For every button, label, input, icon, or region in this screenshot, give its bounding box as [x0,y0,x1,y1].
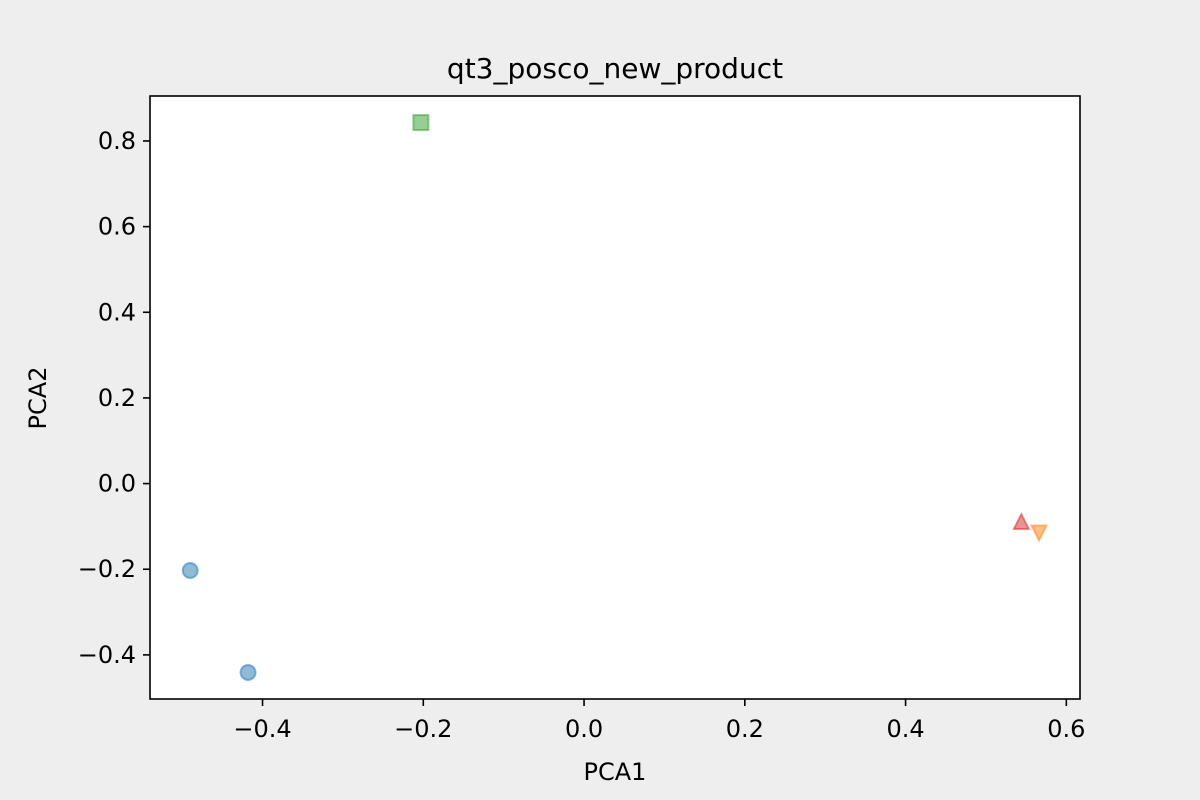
plot-area [150,96,1080,699]
data-point-triangle-up [1012,511,1031,531]
x-tick-label: −0.4 [233,715,291,743]
x-axis-ticks: −0.4 −0.2 0.0 0.2 0.4 0.6 [233,699,1085,743]
x-tick-label: 0.0 [565,715,603,743]
x-tick-label: 0.2 [726,715,764,743]
data-point-circle [181,562,199,580]
y-tick-label: 0.6 [98,213,136,241]
x-axis-label: PCA1 [584,758,647,786]
y-tick-label: −0.4 [78,641,136,669]
y-tick-label: −0.2 [78,555,136,583]
y-axis-ticks: −0.4 −0.2 0.0 0.2 0.4 0.6 0.8 [78,127,150,669]
y-tick-label: 0.0 [98,470,136,498]
y-tick-label: 0.8 [98,127,136,155]
x-tick-label: −0.2 [394,715,452,743]
data-point-square [412,114,430,132]
data-points [181,114,1049,681]
y-tick-label: 0.4 [98,298,136,326]
y-axis-label: PCA2 [24,367,52,430]
chart-title: qt3_posco_new_product [447,52,783,85]
x-tick-label: 0.6 [1047,715,1085,743]
x-tick-label: 0.4 [886,715,924,743]
data-point-circle [239,663,257,681]
y-tick-label: 0.2 [98,384,136,412]
data-point-triangle-down [1029,524,1049,543]
